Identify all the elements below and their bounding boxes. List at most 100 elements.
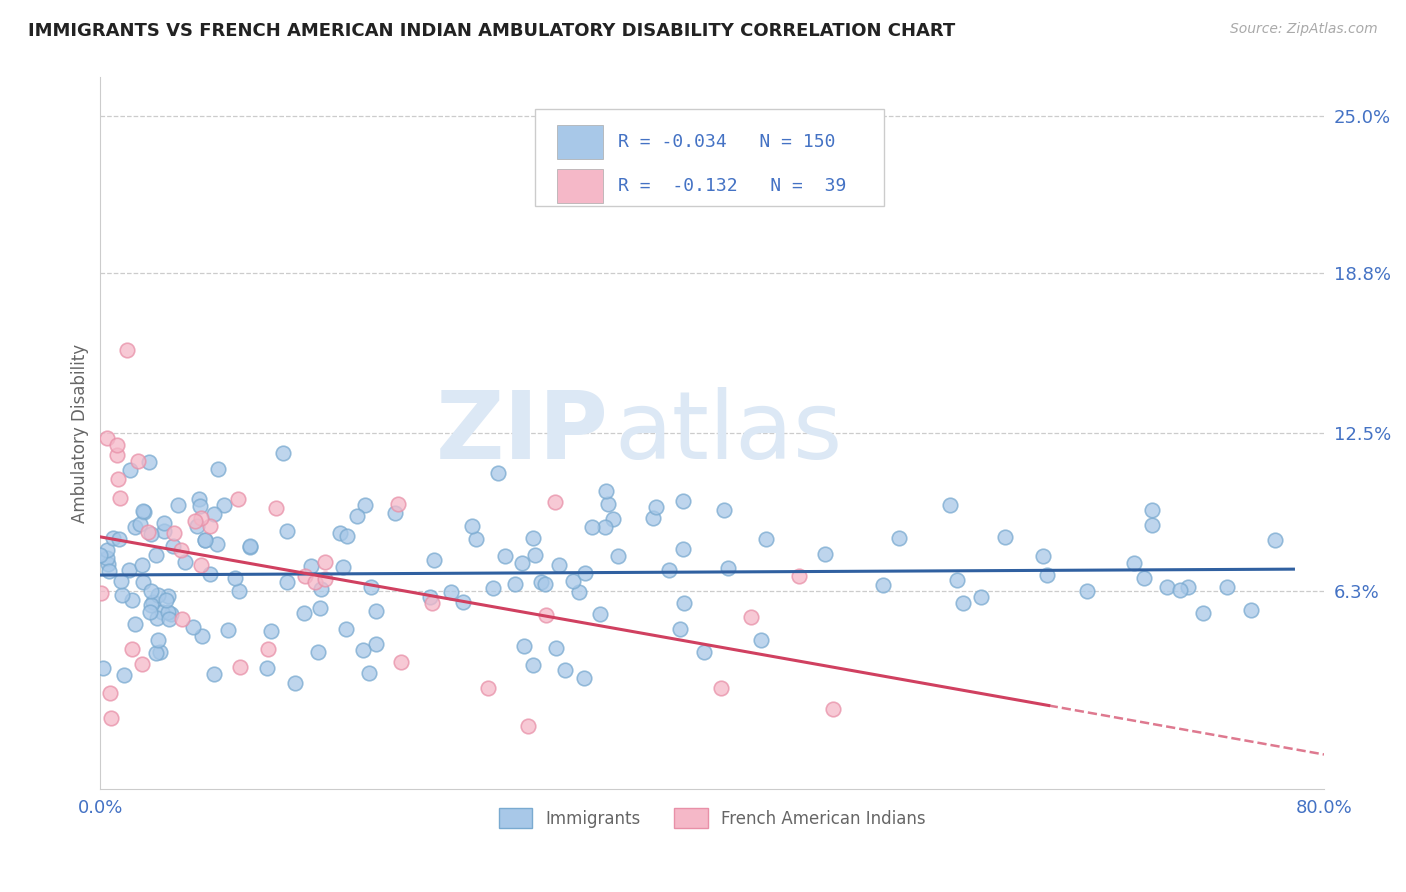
Point <box>111 588 134 602</box>
Point <box>387 497 409 511</box>
Legend: Immigrants, French American Indians: Immigrants, French American Indians <box>492 802 932 834</box>
Point <box>98 686 121 700</box>
Point <box>329 526 352 541</box>
Point <box>945 573 967 587</box>
Point <box>121 642 143 657</box>
Point <box>173 555 195 569</box>
Point <box>145 548 167 562</box>
Point <box>544 641 567 656</box>
Point <box>353 642 375 657</box>
Point <box>544 495 567 509</box>
Point <box>530 575 553 590</box>
Point <box>314 572 336 586</box>
Point <box>304 574 326 589</box>
Point <box>516 719 538 733</box>
Point <box>259 624 281 639</box>
Point <box>548 558 571 573</box>
Point <box>98 564 121 578</box>
Point <box>994 530 1017 544</box>
Point <box>214 498 236 512</box>
Point <box>360 580 382 594</box>
Point <box>131 558 153 573</box>
Point <box>194 533 217 547</box>
Point <box>562 574 585 589</box>
Point <box>952 596 974 610</box>
Point <box>477 681 499 696</box>
Point <box>205 537 228 551</box>
Point <box>107 472 129 486</box>
Point <box>503 576 526 591</box>
Point <box>787 568 810 582</box>
Point <box>710 681 733 695</box>
Point <box>167 499 190 513</box>
Point <box>359 665 381 680</box>
Point <box>146 633 169 648</box>
Point <box>1216 580 1239 594</box>
Point <box>593 520 616 534</box>
Point <box>118 463 141 477</box>
Y-axis label: Ambulatory Disability: Ambulatory Disability <box>72 343 89 523</box>
Point <box>299 559 322 574</box>
Point <box>572 671 595 685</box>
Point <box>740 610 762 624</box>
Point <box>554 664 576 678</box>
Point <box>672 494 695 508</box>
Point <box>202 507 225 521</box>
Point <box>284 676 307 690</box>
Point <box>391 656 413 670</box>
Point <box>110 574 132 588</box>
Point <box>889 531 911 545</box>
Point <box>188 500 211 514</box>
Point <box>96 542 118 557</box>
Text: IMMIGRANTS VS FRENCH AMERICAN INDIAN AMBULATORY DISABILITY CORRELATION CHART: IMMIGRANTS VS FRENCH AMERICAN INDIAN AMB… <box>28 22 955 40</box>
Point <box>419 590 441 604</box>
Point <box>204 666 226 681</box>
Point <box>658 563 681 577</box>
Point <box>198 518 221 533</box>
Point <box>145 611 167 625</box>
FancyBboxPatch shape <box>534 110 883 205</box>
Point <box>645 500 668 515</box>
Point <box>353 499 375 513</box>
Point <box>482 581 505 595</box>
Point <box>134 505 156 519</box>
Point <box>112 668 135 682</box>
Point <box>163 525 186 540</box>
Point <box>939 499 962 513</box>
Point <box>153 524 176 538</box>
Point <box>1240 603 1263 617</box>
Point <box>1142 503 1164 517</box>
Point <box>384 506 406 520</box>
Point <box>191 629 214 643</box>
Point <box>132 574 155 589</box>
Point <box>276 524 298 538</box>
Point <box>149 645 172 659</box>
Point <box>970 590 993 604</box>
Point <box>643 511 665 525</box>
Point <box>157 589 180 603</box>
Point <box>129 516 152 531</box>
Point <box>294 568 316 582</box>
Point <box>105 448 128 462</box>
Text: atlas: atlas <box>614 387 842 479</box>
Point <box>581 519 603 533</box>
Point <box>121 593 143 607</box>
Point <box>89 548 111 562</box>
Point <box>596 497 619 511</box>
Point <box>181 620 204 634</box>
Point <box>336 529 359 543</box>
Point <box>1264 533 1286 547</box>
Point <box>292 607 315 621</box>
Point <box>138 605 160 619</box>
Point <box>595 483 617 498</box>
Point <box>187 492 209 507</box>
Point <box>364 637 387 651</box>
Point <box>271 445 294 459</box>
Point <box>453 595 475 609</box>
Point <box>224 571 246 585</box>
Point <box>672 596 695 610</box>
Point <box>139 598 162 612</box>
Point <box>105 438 128 452</box>
Point <box>207 462 229 476</box>
Point <box>155 592 177 607</box>
